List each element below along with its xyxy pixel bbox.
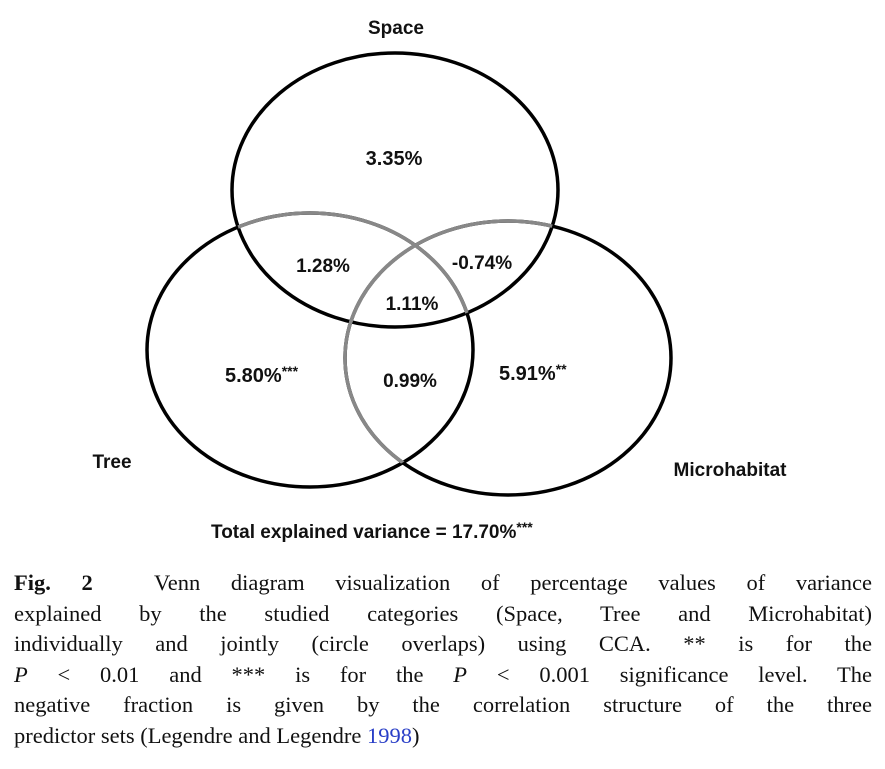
total-significance: ***: [516, 519, 533, 535]
micro-only-significance: **: [556, 361, 567, 377]
space-circle: [230, 51, 560, 329]
tree-micro-value: 0.99%: [383, 371, 437, 392]
tree-set-label: Tree: [92, 452, 131, 473]
caption-line-6: predictor sets (Legendre and Legendre 19…: [14, 722, 420, 748]
tree-only-value: 5.80%***: [225, 363, 299, 387]
figure-label: Fig. 2: [14, 570, 93, 595]
caption-line-2: explained by the studied categories (Spa…: [14, 600, 872, 626]
venn-diagram: Space Tree Microhabitat 3.35% 1.28% -0.7…: [92, 18, 788, 543]
micro-only-value: 5.91%**: [499, 361, 567, 385]
caption-line-4: P < 0.01 and *** is for the P < 0.001 si…: [14, 661, 873, 687]
caption-line-5: negative fraction is given by the correl…: [14, 692, 872, 717]
tree-only-significance: ***: [282, 363, 299, 379]
all-three-value: 1.11%: [386, 294, 439, 315]
total-explained-variance: Total explained variance = 17.70%***: [211, 519, 533, 543]
space-micro-value: -0.74%: [452, 253, 512, 274]
microhabitat-set-label: Microhabitat: [674, 460, 788, 481]
space-tree-value: 1.28%: [296, 256, 350, 277]
space-set-label: Space: [368, 18, 424, 39]
space-only-value: 3.35%: [366, 148, 423, 170]
figure-caption: Fig. 2 Venn diagram visualization of per…: [14, 568, 872, 751]
caption-line-3: individually and jointly (circle overlap…: [14, 631, 872, 656]
reference-year-link[interactable]: 1998: [366, 722, 412, 748]
caption-line-1: Fig. 2 Venn diagram visualization of per…: [14, 570, 873, 595]
